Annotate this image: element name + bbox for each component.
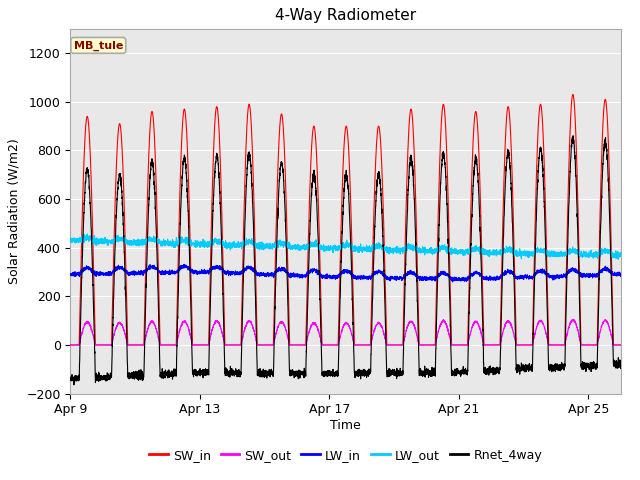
Text: MB_tule: MB_tule	[74, 40, 123, 50]
Title: 4-Way Radiometer: 4-Way Radiometer	[275, 9, 416, 24]
Y-axis label: Solar Radiation (W/m2): Solar Radiation (W/m2)	[8, 138, 20, 284]
X-axis label: Time: Time	[330, 419, 361, 432]
Legend: SW_in, SW_out, LW_in, LW_out, Rnet_4way: SW_in, SW_out, LW_in, LW_out, Rnet_4way	[144, 444, 547, 467]
